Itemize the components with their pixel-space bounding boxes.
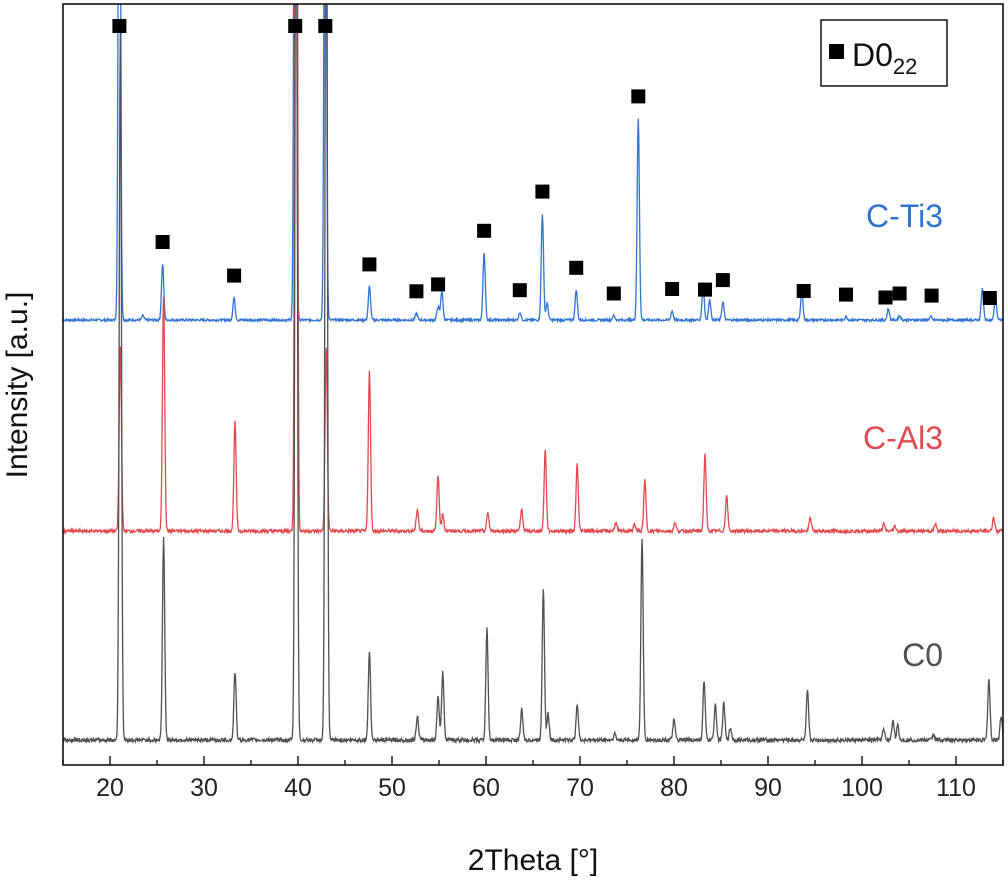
legend-label-main: D0 xyxy=(852,37,893,73)
x-tick-label: 50 xyxy=(378,774,406,802)
x-tick-label: 20 xyxy=(96,774,124,802)
legend-label: D022 xyxy=(852,37,917,79)
phase-marker xyxy=(155,235,170,249)
series-line-c0 xyxy=(63,4,1003,745)
series-label-c0: C0 xyxy=(902,637,943,673)
marker-layer xyxy=(112,19,997,305)
legend-label-subscript: 22 xyxy=(893,54,917,79)
series-label-c-al3: C-Al3 xyxy=(863,420,943,456)
phase-marker xyxy=(362,257,377,272)
phase-marker xyxy=(982,291,997,305)
series-label-layer: C-Ti3 C-Al3 C0 xyxy=(863,198,943,673)
phase-marker xyxy=(839,287,853,302)
plot-frame xyxy=(62,3,1004,766)
phase-marker xyxy=(112,19,127,33)
phase-marker xyxy=(606,286,621,301)
x-tick-label: 60 xyxy=(472,774,500,802)
phase-marker xyxy=(409,284,424,299)
phase-marker xyxy=(477,223,492,238)
x-tick-label: 110 xyxy=(936,774,976,802)
series-line-c-al3 xyxy=(63,4,1003,536)
series-line-c-ti3 xyxy=(63,4,1003,324)
y-axis-title: Intensity [a.u.] xyxy=(1,292,34,479)
phase-marker xyxy=(878,290,893,305)
phase-marker xyxy=(227,268,242,283)
series-layer xyxy=(63,4,1003,745)
x-tick-label: 100 xyxy=(841,774,883,802)
phase-marker xyxy=(796,284,811,298)
phase-marker xyxy=(698,282,712,297)
series-label-c-ti3: C-Ti3 xyxy=(866,198,943,234)
axes-layer: 20 30 40 50 60 70 80 90 100 110 xyxy=(62,3,1004,802)
x-tick-label: 80 xyxy=(660,774,688,802)
x-tick-label: 70 xyxy=(566,774,594,802)
phase-marker xyxy=(288,19,303,33)
legend-box: D022 xyxy=(820,19,948,87)
phase-marker xyxy=(569,260,584,275)
phase-marker xyxy=(431,277,446,292)
x-axis-title: 2Theta [°] xyxy=(468,844,598,877)
phase-marker xyxy=(631,89,646,104)
x-tick-label: 90 xyxy=(754,774,782,802)
phase-marker xyxy=(512,283,527,298)
phase-marker xyxy=(715,273,730,288)
legend-marker-square xyxy=(829,44,844,59)
x-tick-label: 40 xyxy=(284,774,312,802)
x-tick-label: 30 xyxy=(190,774,218,802)
phase-marker xyxy=(535,184,550,199)
phase-marker xyxy=(665,282,680,296)
phase-marker xyxy=(892,286,907,301)
phase-marker xyxy=(318,19,333,33)
phase-marker xyxy=(924,288,939,303)
